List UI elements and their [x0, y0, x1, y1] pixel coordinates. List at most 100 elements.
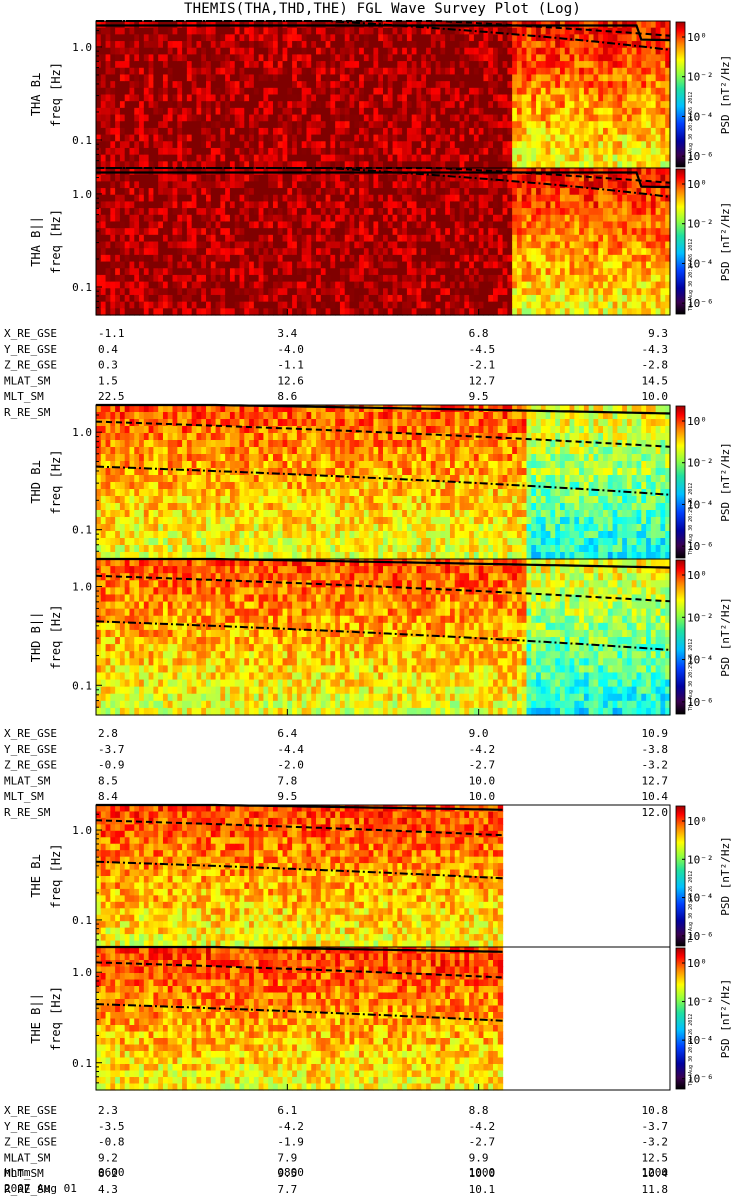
panel-the-bpar: 1.0 0.1 THE B|| freq [Hz] 10⁰ 10⁻² 10⁻⁴ 10⁻⁶ PSD… — [29, 945, 732, 1091]
ephemeris-value: -0.8 — [98, 1136, 125, 1149]
ephemeris-value: 6.8 — [469, 327, 489, 340]
ephemeris-value: -3.7 — [642, 1120, 669, 1133]
colorbar-tick-label: 10⁻⁴ — [687, 892, 714, 905]
ephemeris-value: 0.3 — [98, 359, 118, 372]
panel-thd-bpar: 1.0 0.1 THD B|| freq [Hz] 10⁰ 10⁻² 10⁻⁴ 10⁻⁶ PSD… — [29, 557, 732, 716]
colorbar-gradient — [675, 21, 686, 168]
panel-frame — [95, 558, 671, 716]
curve-mid — [95, 961, 503, 979]
timestamp-stamp: Thu Aug 30 20:29:26 2012 — [688, 483, 694, 555]
ephemeris-value: 12.7 — [642, 774, 669, 787]
freq-tick-label: 1.0 — [72, 426, 92, 439]
freq-tick-label: 0.1 — [72, 134, 92, 147]
ephemeris-value: 4.3 — [98, 1183, 118, 1196]
ephemeris-value: -2.0 — [277, 759, 304, 772]
ephemeris-value: -4.2 — [469, 1120, 496, 1133]
ephemeris-row-label: MLT_SM — [4, 1167, 44, 1180]
ephemeris-value: 10.1 — [469, 1183, 496, 1196]
colorbar-label: PSD [nT²/Hz] — [719, 979, 732, 1058]
colorbar: 10⁰ 10⁻² 10⁻⁴ 10⁻⁶ PSD [nT²/Hz] Thu Aug 30 20… — [675, 168, 732, 315]
panel-label: THD B|| — [29, 612, 43, 663]
panel-the-bperp: 1.0 0.1 THE B⊥ freq [Hz] 10⁰ 10⁻² 10⁻⁴ 10⁻⁶ PSD … — [29, 803, 732, 948]
colorbar-gradient — [675, 947, 686, 1090]
panel-frame — [95, 946, 671, 1091]
panel-tha-bperp: 1.0 0.1 THA B⊥ freq [Hz] 10⁰ 10⁻² 10⁻⁴ 10⁻⁶ PSD … — [29, 20, 732, 169]
colorbar: 10⁰ 10⁻² 10⁻⁴ 10⁻⁶ PSD [nT²/Hz] Thu Aug 30 20… — [675, 21, 732, 168]
timestamp-stamp: Thu Aug 30 20:29:26 2012 — [688, 92, 694, 164]
ephemeris-value: -3.2 — [642, 1136, 669, 1149]
freq-tick-label: 1.0 — [72, 41, 92, 54]
colorbar-gradient — [675, 405, 686, 559]
ephemeris-value: 6.4 — [277, 727, 297, 740]
freq-tick-label: 0.1 — [72, 914, 92, 927]
ephemeris-value: 10.9 — [642, 727, 669, 740]
ephemeris-value: 8.5 — [98, 774, 118, 787]
freq-axis-label: freq [Hz] — [49, 604, 63, 669]
colorbar-tick-label: 10⁰ — [687, 957, 707, 970]
ephemeris-row-label: MLT_SM — [4, 390, 44, 403]
ephemeris-value: 8.4 — [98, 790, 118, 803]
ephemeris-value: -1.1 — [277, 359, 304, 372]
ephemeris-value: 2.3 — [98, 1104, 118, 1117]
ephemeris-value: 10.4 — [642, 1167, 669, 1180]
ephemeris-value: -4.4 — [277, 743, 304, 756]
time-tick-label: 0600 — [98, 1166, 125, 1179]
colorbar-tick-label: 10⁻⁴ — [687, 110, 714, 123]
timestamp-stamp: Thu Aug 30 20:29:26 2012 — [688, 239, 694, 311]
freq-tick-label: 0.1 — [72, 1057, 92, 1070]
panel-tha-bpar: 1.0 0.1 THA B|| freq [Hz] 10⁰ 10⁻² 10⁻⁴ 10⁻⁶ PSD… — [29, 167, 732, 316]
freq-tick-label: 1.0 — [72, 581, 92, 594]
ephemeris-value: -2.1 — [469, 359, 496, 372]
ephemeris-value: 8.2 — [98, 1167, 118, 1180]
ephemeris-value: 3.4 — [277, 327, 297, 340]
ephemeris-row-label: MLAT_SM — [4, 774, 51, 787]
ephemeris-value: 8.8 — [469, 1104, 489, 1117]
ephemeris-value: 11.8 — [642, 1183, 669, 1196]
ephemeris-value: -4.2 — [469, 743, 496, 756]
ephemeris-value: 1.5 — [98, 374, 118, 387]
curve-top — [96, 24, 671, 42]
ephemeris-value: -2.7 — [469, 759, 496, 772]
colorbar-tick-label: 10⁻⁶ — [687, 150, 714, 163]
freq-axis-label: freq [Hz] — [49, 843, 63, 908]
ephemeris-value: 9.5 — [277, 790, 297, 803]
ephemeris-value: 12.6 — [277, 374, 304, 387]
colorbar: 10⁰ 10⁻² 10⁻⁴ 10⁻⁶ PSD [nT²/Hz] Thu Aug 30 20… — [675, 559, 732, 715]
panel-label: THE B|| — [29, 993, 43, 1044]
ephemeris-row-label: Z_RE_GSE — [4, 759, 57, 772]
panel-thd-bperp: 1.0 0.1 THD B⊥ freq [Hz] 10⁰ 10⁻² 10⁻⁴ 10⁻⁶ PSD … — [29, 403, 732, 560]
freq-tick-label: 0.1 — [72, 281, 92, 294]
ephemeris-value: 9.5 — [469, 390, 489, 403]
ephemeris-table: X_RE_GSE 2.3 6.1 8.8 10.8 Y_RE_GSE -3.5 -4.2 -4.… — [4, 1104, 668, 1196]
time-axis-date: 2007 Aug 01 — [4, 1182, 77, 1195]
colorbar-tick-label: 10⁻⁶ — [687, 930, 714, 943]
colorbar-label: PSD [nT²/Hz] — [719, 55, 732, 134]
ephemeris-row-label: X_RE_GSE — [4, 1104, 57, 1117]
ephemeris-value: -4.2 — [277, 1120, 304, 1133]
ephemeris-value: 14.5 — [642, 374, 669, 387]
ephemeris-row-label: X_RE_GSE — [4, 327, 57, 340]
colorbar-gradient — [675, 168, 686, 315]
ephemeris-row-label: R_RE_SM — [4, 806, 51, 819]
ephemeris-row-label: MLAT_SM — [4, 1151, 51, 1164]
probe-group-tha: 1.0 0.1 THA B⊥ freq [Hz] 10⁰ 10⁻² 10⁻⁴ 10⁻⁶ PSD … — [4, 20, 732, 419]
probe-group-thd: 1.0 0.1 THD B⊥ freq [Hz] 10⁰ 10⁻² 10⁻⁴ 10⁻⁶ PSD … — [4, 403, 732, 819]
freq-axis-label: freq [Hz] — [49, 449, 63, 514]
panel-label: THA B|| — [29, 216, 43, 267]
ephemeris-value: -3.2 — [642, 759, 669, 772]
freq-axis-label: freq [Hz] — [49, 986, 63, 1051]
timestamp-stamp: Thu Aug 30 20:29:26 2012 — [688, 639, 694, 711]
colorbar-tick-label: 10⁰ — [687, 415, 707, 428]
ephemeris-value: 12.7 — [469, 374, 496, 387]
ephemeris-row-label: MLAT_SM — [4, 374, 51, 387]
colorbar-label: PSD [nT²/Hz] — [719, 202, 732, 281]
curve-top — [96, 171, 671, 189]
ephemeris-value: 10.8 — [642, 1104, 669, 1117]
panel-label: THD B⊥ — [29, 460, 43, 503]
time-tick-label: 0800 — [277, 1166, 304, 1179]
timestamp-stamp: Thu Aug 30 20:29:26 2012 — [688, 1014, 694, 1086]
ephemeris-value: -3.7 — [98, 743, 125, 756]
ephemeris-value: -2.7 — [469, 1136, 496, 1149]
